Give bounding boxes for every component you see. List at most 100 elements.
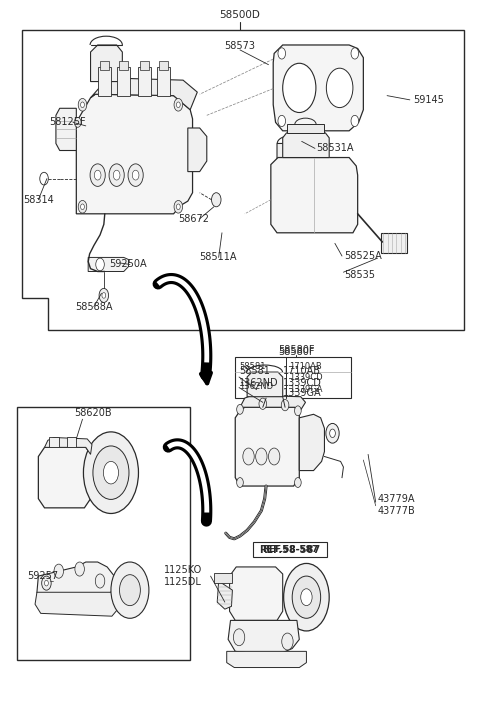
Text: 58525A: 58525A (344, 251, 382, 261)
Text: 58581: 58581 (239, 362, 265, 371)
Circle shape (278, 48, 286, 59)
Circle shape (256, 448, 267, 465)
Text: 58580F: 58580F (278, 345, 314, 354)
Circle shape (42, 576, 51, 590)
Text: 1710AB: 1710AB (283, 367, 321, 376)
Bar (157, 67, 170, 96)
Polygon shape (91, 78, 197, 110)
Polygon shape (277, 143, 304, 168)
Text: 58580F: 58580F (278, 347, 314, 357)
Text: 58535: 58535 (344, 270, 375, 280)
Polygon shape (283, 133, 329, 157)
Circle shape (174, 99, 182, 111)
Polygon shape (22, 30, 464, 330)
Circle shape (75, 562, 84, 576)
Circle shape (284, 564, 329, 631)
Circle shape (282, 633, 293, 650)
Text: 58531A: 58531A (316, 143, 353, 153)
Circle shape (326, 423, 339, 443)
Text: 58573: 58573 (225, 41, 255, 51)
Bar (138, 67, 151, 96)
Circle shape (99, 289, 108, 303)
Text: 58125F: 58125F (49, 118, 86, 128)
Text: 1339GA: 1339GA (283, 389, 321, 398)
Circle shape (78, 99, 87, 111)
Bar (235, 357, 351, 398)
Text: REF.58-587: REF.58-587 (259, 545, 320, 555)
Polygon shape (56, 108, 76, 150)
Text: REF.58-587: REF.58-587 (262, 545, 318, 554)
Circle shape (326, 68, 353, 108)
Circle shape (96, 574, 105, 588)
Polygon shape (76, 94, 192, 214)
Text: 1339CD: 1339CD (289, 373, 323, 382)
Polygon shape (217, 581, 232, 609)
Polygon shape (35, 592, 119, 616)
Polygon shape (271, 157, 358, 233)
Text: 58620B: 58620B (74, 408, 112, 418)
Bar (382, 233, 408, 252)
Text: 1362ND: 1362ND (239, 382, 273, 391)
Circle shape (237, 478, 243, 488)
Polygon shape (91, 45, 122, 82)
Circle shape (278, 116, 286, 127)
Text: 43777B: 43777B (378, 506, 415, 515)
Bar (49, 437, 59, 447)
Polygon shape (38, 447, 91, 508)
Polygon shape (228, 620, 300, 656)
Polygon shape (227, 652, 306, 668)
Polygon shape (88, 257, 129, 272)
Circle shape (113, 170, 120, 180)
Text: 1125KO: 1125KO (164, 566, 203, 576)
Text: 58672: 58672 (179, 213, 209, 224)
Polygon shape (188, 128, 207, 172)
Text: 58500D: 58500D (219, 11, 261, 21)
Text: 1339GA: 1339GA (289, 386, 322, 394)
Circle shape (96, 258, 104, 271)
Circle shape (281, 399, 289, 411)
Circle shape (102, 293, 106, 298)
Circle shape (78, 201, 87, 213)
Circle shape (177, 204, 180, 210)
Polygon shape (300, 414, 324, 471)
Circle shape (243, 448, 254, 465)
Circle shape (132, 170, 139, 180)
Circle shape (84, 432, 138, 513)
Circle shape (351, 116, 359, 127)
Text: 1339CD: 1339CD (283, 378, 322, 388)
Text: 59250A: 59250A (109, 259, 147, 269)
Polygon shape (37, 562, 114, 606)
Circle shape (74, 118, 81, 128)
Bar (119, 61, 128, 69)
Text: 58314: 58314 (23, 195, 53, 205)
Circle shape (233, 629, 245, 646)
Circle shape (330, 429, 336, 437)
Circle shape (40, 172, 48, 185)
Circle shape (259, 398, 266, 409)
Bar (214, 573, 232, 583)
Bar (288, 125, 324, 133)
Text: 1710AB: 1710AB (289, 362, 322, 371)
Circle shape (295, 478, 301, 488)
Circle shape (109, 164, 124, 186)
Circle shape (283, 63, 316, 113)
Text: 43779A: 43779A (378, 493, 415, 503)
Circle shape (301, 588, 312, 605)
Circle shape (45, 580, 48, 586)
Polygon shape (273, 45, 363, 130)
Circle shape (90, 164, 105, 186)
Bar (100, 61, 108, 69)
Circle shape (120, 575, 140, 605)
Circle shape (103, 462, 119, 484)
Circle shape (111, 562, 149, 618)
Text: 59257: 59257 (27, 571, 59, 581)
Circle shape (292, 576, 321, 618)
Bar (97, 67, 111, 96)
Circle shape (295, 406, 301, 415)
Text: 58581: 58581 (239, 367, 270, 376)
Circle shape (54, 564, 63, 579)
Text: 59145: 59145 (413, 95, 444, 105)
Circle shape (237, 404, 243, 414)
Circle shape (95, 170, 101, 180)
Text: 58511A: 58511A (200, 252, 237, 262)
